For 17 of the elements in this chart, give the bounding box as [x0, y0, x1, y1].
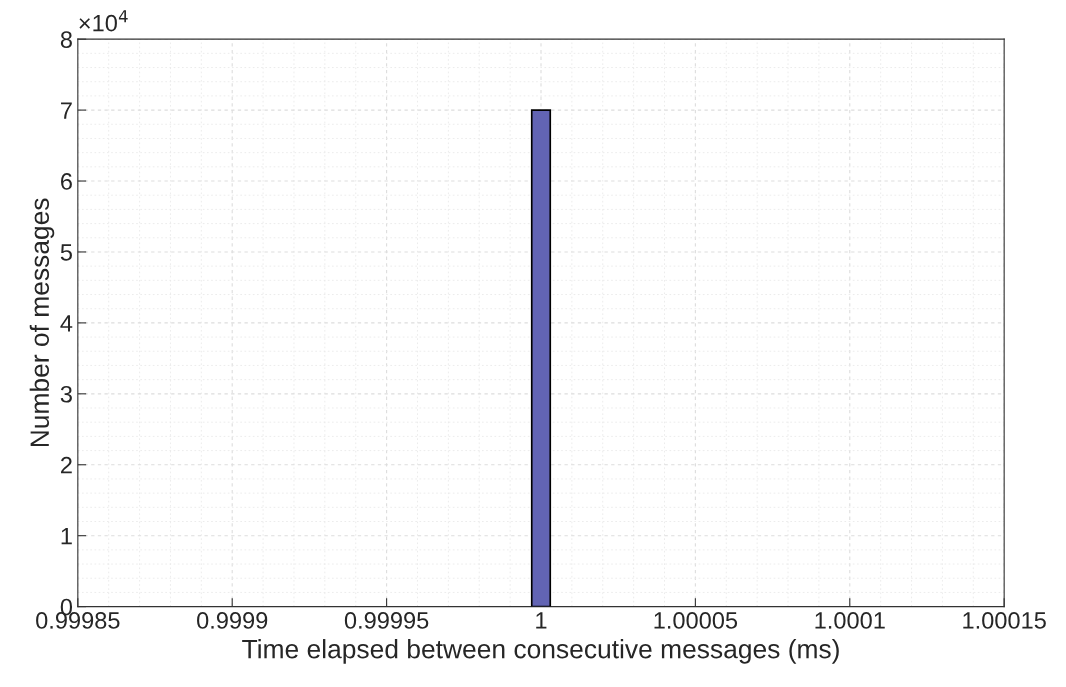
y-axis-title: Number of messages: [29, 198, 55, 447]
x-tick-label: 1.00015: [963, 612, 1046, 629]
y-tick-label: 5: [60, 244, 72, 261]
x-tick-label: 0.99995: [344, 612, 429, 629]
y-tick-label: 7: [61, 102, 72, 119]
y-tick-label: 3: [60, 385, 72, 403]
y-tick-label: 2: [61, 456, 72, 474]
y-tick-label: 1: [61, 528, 72, 545]
x-tick-label: 1: [536, 612, 547, 629]
x-axis-title: Time elapsed between consecutive messages (ms): [242, 639, 839, 664]
y-tick-label: 6: [61, 173, 72, 190]
y-tick-label: 4: [60, 315, 73, 332]
x-tick-label: 1.00005: [654, 612, 738, 629]
x-tick-label: 0.9999: [197, 612, 268, 629]
text: ×10$^{4}$: [79, 10, 128, 32]
y-tick-label: 8: [60, 31, 72, 48]
x-tick-label: 1.0001: [815, 612, 885, 629]
